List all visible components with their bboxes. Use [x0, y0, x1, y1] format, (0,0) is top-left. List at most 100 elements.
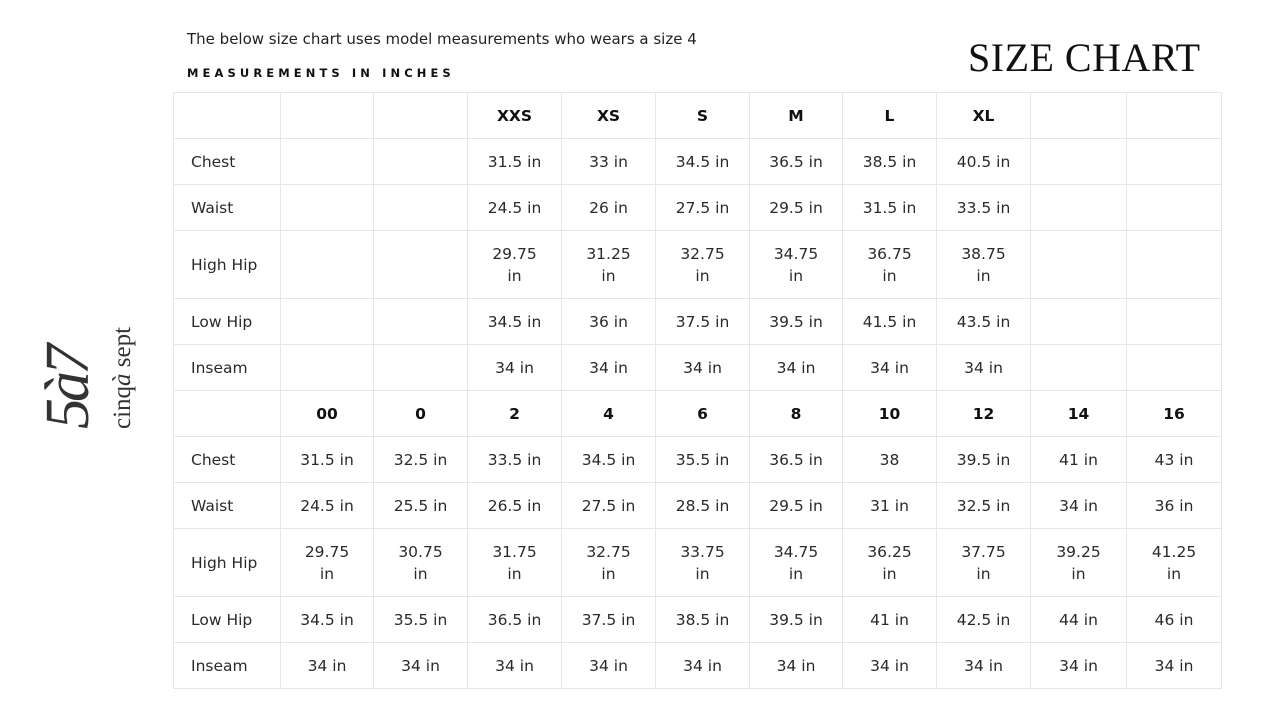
measurement-value-text: 34 in — [683, 656, 722, 675]
measurement-value-text: 33.5 in — [487, 450, 542, 469]
measurement-value: 34 in — [842, 642, 937, 689]
measurement-value: 34 in — [1126, 642, 1222, 689]
measurement-label: Waist — [173, 184, 281, 231]
measurement-value-text: 42.5 in — [956, 610, 1011, 629]
measurement-value — [1126, 230, 1222, 299]
measurement-value — [1030, 184, 1127, 231]
measurement-value-text: 35.5 in — [675, 450, 730, 469]
measurement-value: 27.5 in — [561, 482, 656, 529]
size-header-cell: M — [749, 92, 843, 139]
measurement-value-text: 31 in — [870, 496, 909, 515]
measurement-value: 25.5 in — [373, 482, 468, 529]
measurement-value-text: 34.5 in — [675, 152, 730, 171]
measurement-value-text: 31.5 in — [862, 198, 917, 217]
measurement-value-text: 34.5 in — [581, 450, 636, 469]
measurement-value-text: 36.25 in — [867, 542, 912, 583]
measurement-value-text: 31.5 in — [300, 450, 354, 469]
measurement-value-text: 26.5 in — [487, 496, 542, 515]
measurement-value: 39.5 in — [749, 298, 843, 345]
measurement-value-text: 34 in — [589, 656, 628, 675]
size-header-cell: 6 — [655, 390, 750, 437]
size-header-cell: 2 — [467, 390, 562, 437]
measurement-value: 33.5 in — [936, 184, 1031, 231]
size-header-cell: 14 — [1030, 390, 1127, 437]
measurement-value: 24.5 in — [467, 184, 562, 231]
measurement-value — [280, 344, 374, 391]
measurement-value-text: 29.5 in — [769, 496, 823, 515]
measurement-value-text: 34 in — [1154, 656, 1194, 675]
measurement-value: 41.25 in — [1126, 528, 1222, 597]
measurement-value: 30.75 in — [373, 528, 468, 597]
measurement-value-text: 36.5 in — [487, 610, 542, 629]
measurement-value — [373, 344, 468, 391]
measurement-value — [1126, 184, 1222, 231]
measurement-value: 34 in — [561, 344, 656, 391]
table-row: Inseam 34 in 34 in 34 in 34 in 34 in 34 in 34 i… — [173, 642, 1222, 689]
table-row: Low Hip 34.5 in 35.5 in 36.5 in 37.5 in 38.5 … — [173, 596, 1222, 643]
header-corner-cell — [173, 390, 281, 437]
measurement-value: 38.5 in — [655, 596, 750, 643]
measurement-value-text: 29.5 in — [769, 198, 823, 217]
measurement-value — [280, 138, 374, 185]
measurement-value-text: 41 in — [1059, 450, 1098, 469]
measurement-value-text: 41.5 in — [862, 312, 917, 331]
size-header-cell — [1126, 92, 1222, 139]
measurement-value-text: 34.75 in — [773, 542, 819, 583]
measurement-value — [1030, 298, 1127, 345]
measurement-value-text: 27.5 in — [675, 198, 730, 217]
measurement-value-text: 34 in — [964, 358, 1003, 377]
size-chart-table: XXS XS S M L XL Chest 31.5 in 33 in 34.5 in 36.5 i… — [173, 92, 1222, 689]
measurement-value-text: 37.5 in — [581, 610, 636, 629]
measurement-value: 39.5 in — [749, 596, 843, 643]
measurement-value — [1126, 298, 1222, 345]
measurement-value-text: 33.75 in — [680, 542, 725, 583]
size-header-cell: XL — [936, 92, 1031, 139]
measurement-value-text: 34 in — [870, 656, 909, 675]
size-header-cell: XS — [561, 92, 656, 139]
measurement-value-text: 38.5 in — [675, 610, 730, 629]
alpha-size-header-row: XXS XS S M L XL — [173, 92, 1222, 139]
measurement-value-text: 40.5 in — [956, 152, 1011, 171]
measurement-value: 32.75 in — [561, 528, 656, 597]
measurement-value: 34 in — [936, 642, 1031, 689]
measurement-value: 29.75 in — [280, 528, 374, 597]
measurement-value-text: 34 in — [964, 656, 1003, 675]
measurement-value-text: 26 in — [589, 198, 628, 217]
measurement-value-text: 39.5 in — [769, 312, 823, 331]
size-header-cell — [1030, 92, 1127, 139]
size-header-cell: 16 — [1126, 390, 1222, 437]
measurement-value — [1030, 230, 1127, 299]
measurement-value: 34 in — [842, 344, 937, 391]
measurement-value-text: 30.75 in — [398, 542, 443, 583]
measurement-value: 43 in — [1126, 436, 1222, 483]
measurement-value-text: 34 in — [776, 656, 816, 675]
measurement-value: 39.5 in — [936, 436, 1031, 483]
measurement-value: 36.5 in — [749, 436, 843, 483]
measurement-value-text: 41 in — [870, 610, 909, 629]
measurement-value: 33.75 in — [655, 528, 750, 597]
measurement-value-text: 35.5 in — [393, 610, 448, 629]
measurement-value: 41 in — [1030, 436, 1127, 483]
measurement-value: 26 in — [561, 184, 656, 231]
measurement-value: 44 in — [1030, 596, 1127, 643]
measurements-subheading: MEASUREMENTS IN INCHES — [187, 66, 455, 80]
measurement-value-text: 36.5 in — [769, 152, 823, 171]
measurement-value: 34.5 in — [280, 596, 374, 643]
measurement-value-text: 36.75 in — [867, 244, 912, 285]
logo-mark: 5à7 — [40, 341, 102, 429]
measurement-value — [1126, 138, 1222, 185]
measurement-value: 29.5 in — [749, 482, 843, 529]
measurement-value: 34 in — [1030, 642, 1127, 689]
measurement-value: 42.5 in — [936, 596, 1031, 643]
measurement-value: 31.5 in — [467, 138, 562, 185]
measurement-value: 31 in — [842, 482, 937, 529]
measurement-value-text: 34 in — [776, 358, 816, 377]
measurement-value: 36.75 in — [842, 230, 937, 299]
measurement-value-text: 31.5 in — [487, 152, 542, 171]
measurement-value-text: 29.75 in — [492, 244, 537, 285]
measurement-value: 34 in — [280, 642, 374, 689]
measurement-label: Low Hip — [173, 298, 281, 345]
measurement-value-text: 24.5 in — [487, 198, 542, 217]
measurement-value: 37.5 in — [655, 298, 750, 345]
measurement-value-text: 34 in — [683, 358, 722, 377]
